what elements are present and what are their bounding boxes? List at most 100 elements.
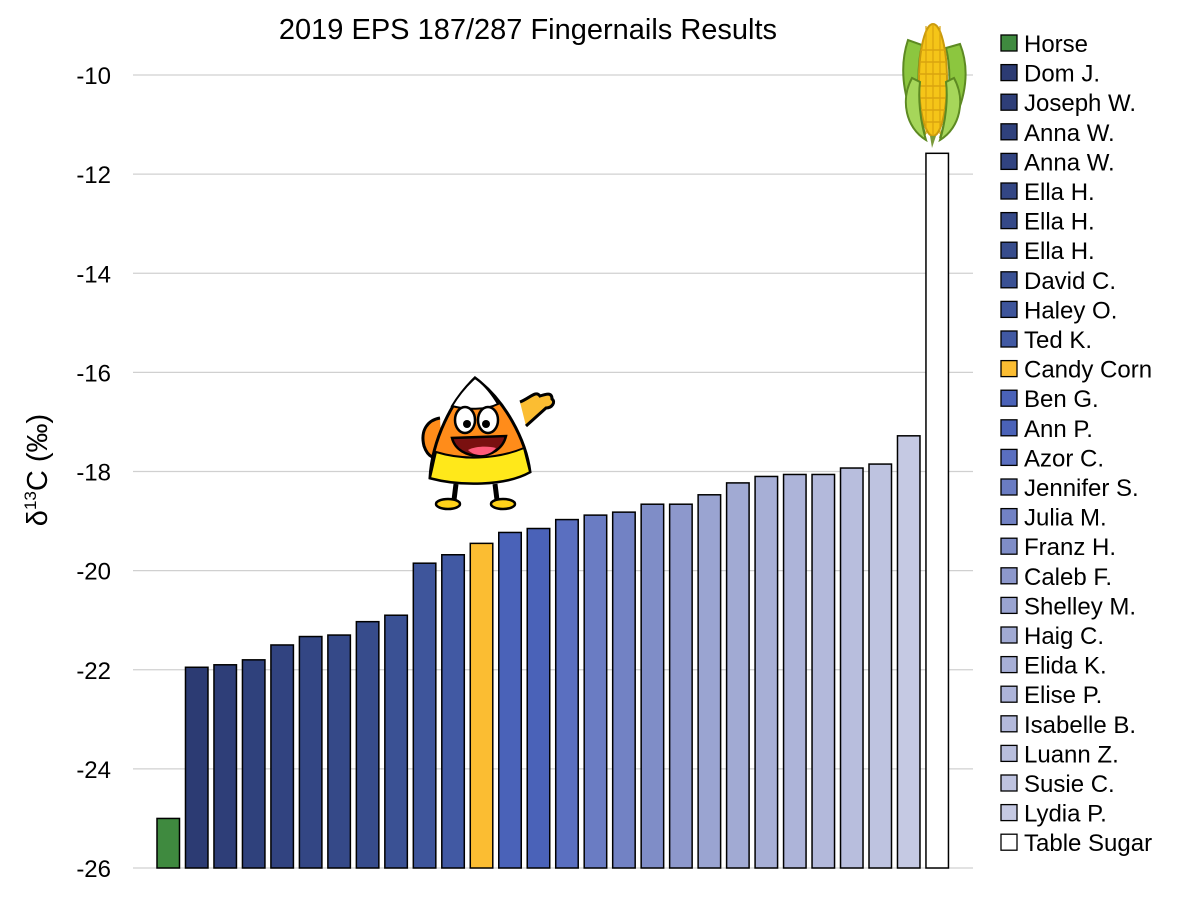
- bar-shelley-m: [697, 494, 722, 869]
- legend-swatch: [1000, 182, 1018, 200]
- legend-label: Julia M.: [1024, 505, 1107, 532]
- y-axis-label-sup: 13: [21, 491, 40, 510]
- legend-label: David C.: [1024, 268, 1116, 295]
- legend-label: Elise P.: [1024, 682, 1102, 709]
- bar-candy-corn: [469, 542, 494, 869]
- bar-azor-c: [554, 518, 579, 869]
- legend-label: Jennifer S.: [1024, 475, 1139, 502]
- legend: Horse Dom J.Joseph W. Anna W.Anna W. Ella H…: [1000, 31, 1152, 857]
- bar-isabelle-b: [811, 473, 836, 869]
- legend-label: Ann P.: [1024, 416, 1093, 443]
- legend-swatch: [1000, 123, 1018, 141]
- legend-swatch: [1000, 359, 1018, 378]
- bar-julia-m: [611, 511, 636, 869]
- bar-anna-w: [241, 659, 266, 869]
- bar-haley-o: [412, 562, 437, 869]
- legend-swatch: [1000, 715, 1018, 733]
- corn-cob-icon: [902, 23, 967, 148]
- y-tick-label: -12: [76, 162, 111, 189]
- legend-label: Anna W.: [1024, 149, 1115, 176]
- legend-label: Shelley M.: [1024, 593, 1136, 620]
- legend-swatch: [1000, 626, 1018, 644]
- legend-swatch: [1000, 93, 1018, 111]
- bar-ella-h: [327, 634, 352, 869]
- bar-ted-k: [441, 554, 466, 869]
- legend-label: Elida K.: [1024, 653, 1107, 680]
- legend-swatch: [1000, 241, 1018, 259]
- legend-label: Joseph W.: [1024, 90, 1136, 117]
- y-axis-label-delta: δ: [22, 510, 54, 526]
- y-tick-label: -14: [76, 261, 111, 288]
- legend-label: Isabelle B.: [1024, 712, 1136, 739]
- legend-label: Horse: [1024, 31, 1088, 58]
- legend-swatch: [1000, 389, 1018, 407]
- legend-swatch: [1000, 774, 1018, 792]
- legend-swatch: [1000, 271, 1018, 289]
- legend-label: Luann Z.: [1024, 741, 1119, 768]
- legend-swatch: [1000, 596, 1018, 615]
- legend-label: Ted K.: [1024, 327, 1092, 354]
- legend-swatch: [1000, 211, 1018, 230]
- y-axis-label: δ13C (‰): [21, 414, 54, 526]
- candy-corn-mascot-icon: [421, 376, 556, 511]
- legend-label: Ella H.: [1024, 209, 1095, 236]
- legend-label: Ella H.: [1024, 179, 1095, 206]
- legend-label: Ben G.: [1024, 386, 1099, 413]
- legend-swatch: [1000, 34, 1018, 52]
- legend-swatch: [1000, 655, 1018, 674]
- bar-lydia-p: [896, 435, 921, 869]
- legend-label: Anna W.: [1024, 120, 1115, 147]
- y-tick-label: -18: [76, 460, 111, 487]
- legend-swatch: [1000, 152, 1018, 171]
- y-tick-label: -26: [76, 856, 111, 883]
- bar-elise-p: [782, 473, 807, 869]
- legend-label: Susie C.: [1024, 771, 1115, 798]
- legend-label: Franz H.: [1024, 534, 1116, 561]
- legend-label: Azor C.: [1024, 445, 1104, 472]
- y-tick-label: -22: [76, 658, 111, 685]
- bar-anna-w: [270, 644, 295, 869]
- y-tick-label: -24: [76, 757, 111, 784]
- legend-label: Dom J.: [1024, 61, 1100, 88]
- legend-label: Lydia P.: [1024, 801, 1107, 828]
- bar-horse: [156, 817, 181, 869]
- y-tick-label: -16: [76, 360, 111, 387]
- bar-joseph-w: [213, 664, 238, 869]
- bar-franz-h: [640, 503, 665, 869]
- legend-swatch: [1000, 419, 1018, 437]
- legend-swatch: [1000, 833, 1018, 851]
- bar-caleb-f: [668, 503, 693, 869]
- y-tick-label: -20: [76, 559, 111, 586]
- bar-elida-k: [754, 475, 779, 869]
- legend-label: Haig C.: [1024, 623, 1104, 650]
- legend-swatch: [1000, 507, 1018, 526]
- bar-susie-c: [868, 463, 893, 869]
- legend-swatch: [1000, 803, 1018, 822]
- legend-label: Caleb F.: [1024, 564, 1112, 591]
- legend-swatch: [1000, 744, 1018, 763]
- bar-haig-c: [725, 482, 750, 869]
- y-tick-labels: -26 -24 -22 -20 -18 -16 -14 -12 -10: [76, 63, 111, 883]
- chart-title: 2019 EPS 187/287 Fingernails Results: [279, 14, 777, 46]
- legend-label: Table Sugar: [1024, 830, 1152, 857]
- legend-swatch: [1000, 448, 1018, 467]
- y-axis-label-rest: C (‰): [22, 414, 54, 491]
- bar-jennifer-s: [583, 514, 608, 869]
- legend-swatch: [1000, 685, 1018, 703]
- bar-luann-z: [839, 467, 864, 869]
- bar-table-sugar: [925, 152, 950, 869]
- legend-label: Candy Corn: [1024, 357, 1152, 384]
- legend-swatch: [1000, 537, 1018, 555]
- bar-david-c: [384, 614, 409, 869]
- bar-ella-h: [355, 620, 380, 869]
- legend-swatch: [1000, 478, 1018, 496]
- bars: [156, 152, 950, 869]
- bar-ann-p: [526, 527, 551, 869]
- legend-swatch: [1000, 567, 1018, 585]
- legend-swatch: [1000, 300, 1018, 319]
- legend-label: Haley O.: [1024, 297, 1117, 324]
- legend-swatch: [1000, 63, 1018, 82]
- bar-dom-j: [184, 666, 209, 869]
